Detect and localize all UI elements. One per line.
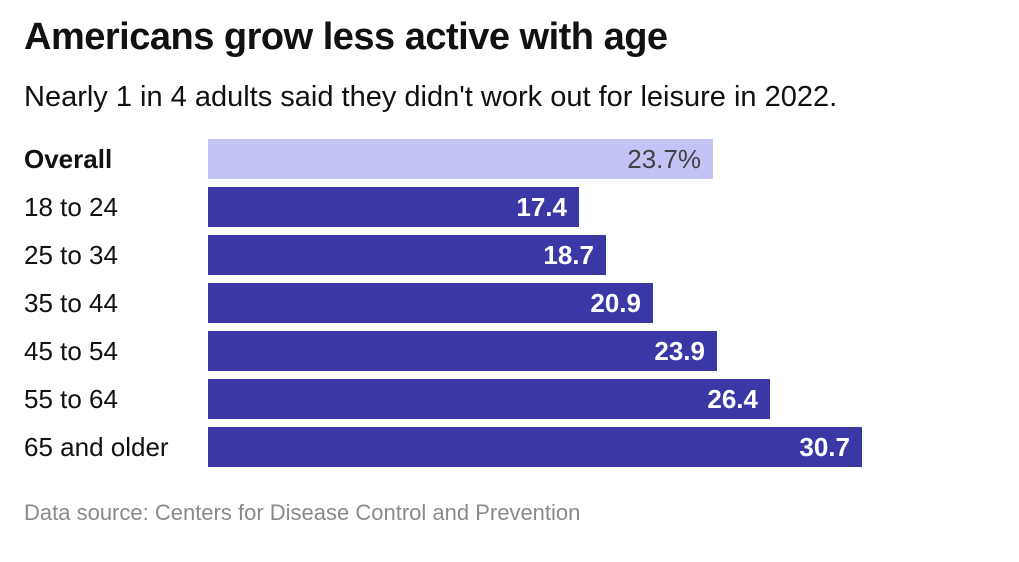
- bar-value-label: 23.7%: [627, 143, 701, 174]
- bar: 23.7%: [208, 139, 713, 180]
- bar-track: 18.7: [208, 235, 995, 276]
- bar-track: 23.9: [208, 331, 995, 372]
- category-label: 45 to 54: [24, 336, 118, 367]
- bar-value-label: 30.7: [799, 431, 850, 462]
- category-label: 65 and older: [24, 432, 169, 463]
- bar-row: 55 to 64 26.4: [24, 379, 995, 420]
- bar-track: 30.7: [208, 427, 995, 468]
- bar-track: 23.7%: [208, 139, 995, 180]
- bar-track: 26.4: [208, 379, 995, 420]
- bar: 30.7: [208, 427, 862, 468]
- bar-row: 35 to 44 20.9: [24, 283, 995, 324]
- data-source-note: Data source: Centers for Disease Control…: [24, 500, 581, 526]
- bar: 17.4: [208, 187, 579, 228]
- category-label: Overall: [24, 144, 113, 175]
- bar-row: 25 to 34 18.7: [24, 235, 995, 276]
- bar-row: 65 and older 30.7: [24, 427, 995, 468]
- bar-value-label: 17.4: [516, 191, 567, 222]
- category-label: 55 to 64: [24, 384, 118, 415]
- bar-value-label: 23.9: [654, 335, 705, 366]
- chart-title: Americans grow less active with age: [24, 16, 668, 58]
- chart-subtitle: Nearly 1 in 4 adults said they didn't wo…: [24, 80, 838, 113]
- category-label: 25 to 34: [24, 240, 118, 271]
- category-label: 35 to 44: [24, 288, 118, 319]
- bar-value-label: 20.9: [590, 287, 641, 318]
- bar-track: 17.4: [208, 187, 995, 228]
- bar-row: 45 to 54 23.9: [24, 331, 995, 372]
- bar-track: 20.9: [208, 283, 995, 324]
- bar: 23.9: [208, 331, 717, 372]
- bar-chart-plot: Overall 23.7% 18 to 24 17.4 25 to 34 18.…: [24, 139, 995, 468]
- bar-row: Overall 23.7%: [24, 139, 995, 180]
- category-label: 18 to 24: [24, 192, 118, 223]
- bar: 26.4: [208, 379, 770, 420]
- bar-value-label: 26.4: [707, 383, 758, 414]
- bar: 18.7: [208, 235, 606, 276]
- bar-value-label: 18.7: [543, 239, 594, 270]
- bar-row: 18 to 24 17.4: [24, 187, 995, 228]
- bar: 20.9: [208, 283, 653, 324]
